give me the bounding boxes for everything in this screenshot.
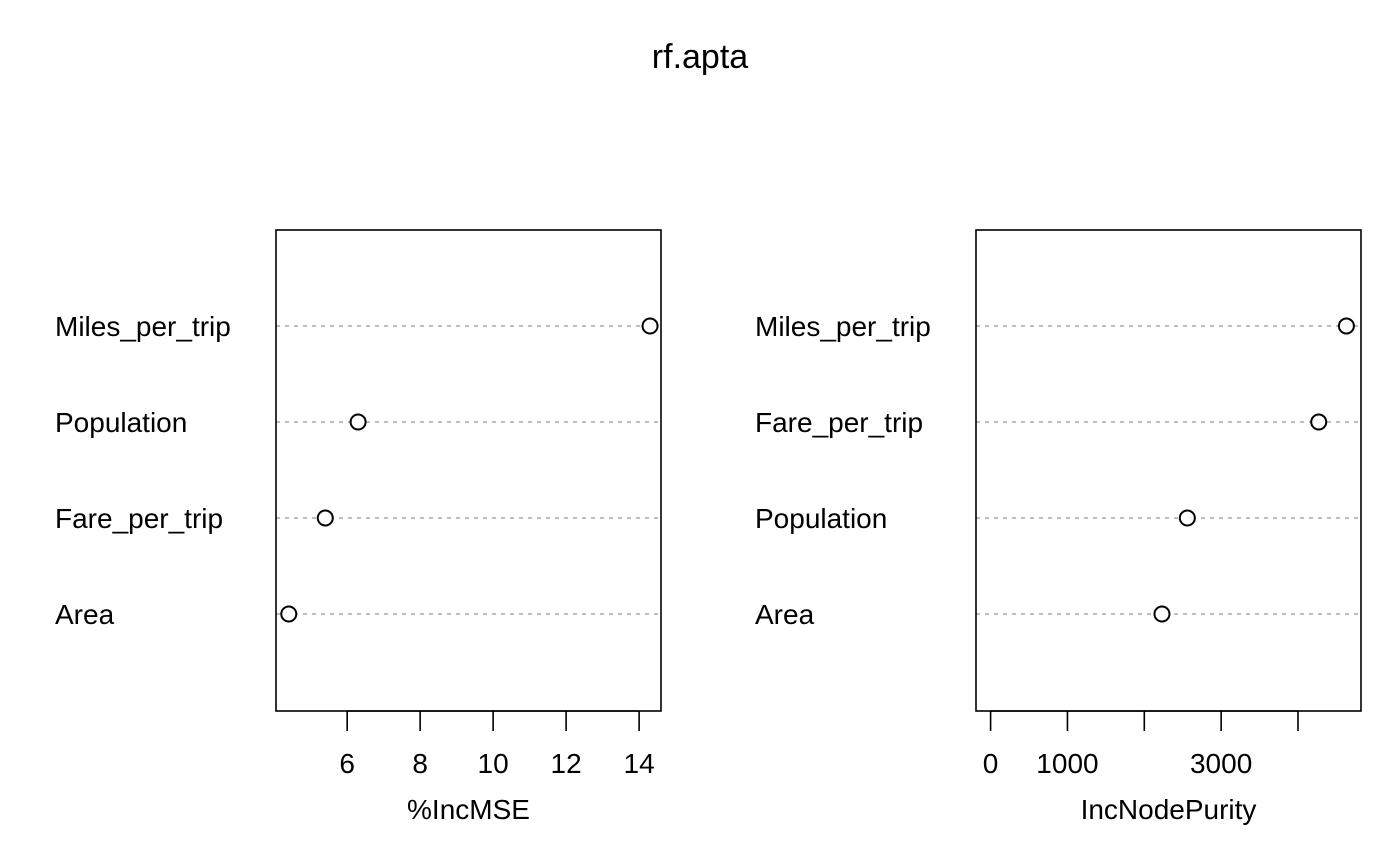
data-point bbox=[1337, 317, 1355, 335]
data-point bbox=[1153, 605, 1171, 623]
x-tick-label: 0 bbox=[983, 748, 999, 779]
x-axis-label: %IncMSE bbox=[407, 794, 530, 825]
category-label: Area bbox=[55, 599, 115, 630]
category-label: Area bbox=[755, 599, 815, 630]
chart-title: rf.apta bbox=[652, 38, 748, 76]
x-tick-label: 12 bbox=[551, 748, 582, 779]
panel-incmse: Miles_per_trip Population Fare_per_trip Are… bbox=[55, 229, 662, 825]
category-label: Fare_per_trip bbox=[55, 503, 223, 534]
x-tick-label: 6 bbox=[339, 748, 355, 779]
x-axis-label: IncNodePurity bbox=[1081, 794, 1257, 825]
data-point bbox=[349, 413, 367, 431]
category-label: Miles_per_trip bbox=[55, 311, 231, 342]
panel-incnodepurity: Miles_per_trip Fare_per_trip Population Are… bbox=[755, 229, 1362, 825]
x-tick-label: 1000 bbox=[1036, 748, 1098, 779]
data-point bbox=[641, 317, 659, 335]
category-label: Miles_per_trip bbox=[755, 311, 931, 342]
category-label: Population bbox=[55, 407, 187, 438]
data-point bbox=[1178, 509, 1196, 527]
category-label: Fare_per_trip bbox=[755, 407, 923, 438]
data-point bbox=[1310, 413, 1328, 431]
data-point bbox=[316, 509, 334, 527]
category-label: Population bbox=[755, 503, 887, 534]
x-tick-label: 8 bbox=[412, 748, 428, 779]
x-tick-label: 3000 bbox=[1190, 748, 1252, 779]
plot-frame bbox=[275, 229, 662, 712]
x-tick-label: 10 bbox=[478, 748, 509, 779]
data-point bbox=[280, 605, 298, 623]
x-tick-label: 14 bbox=[624, 748, 655, 779]
plot-frame bbox=[975, 229, 1362, 712]
